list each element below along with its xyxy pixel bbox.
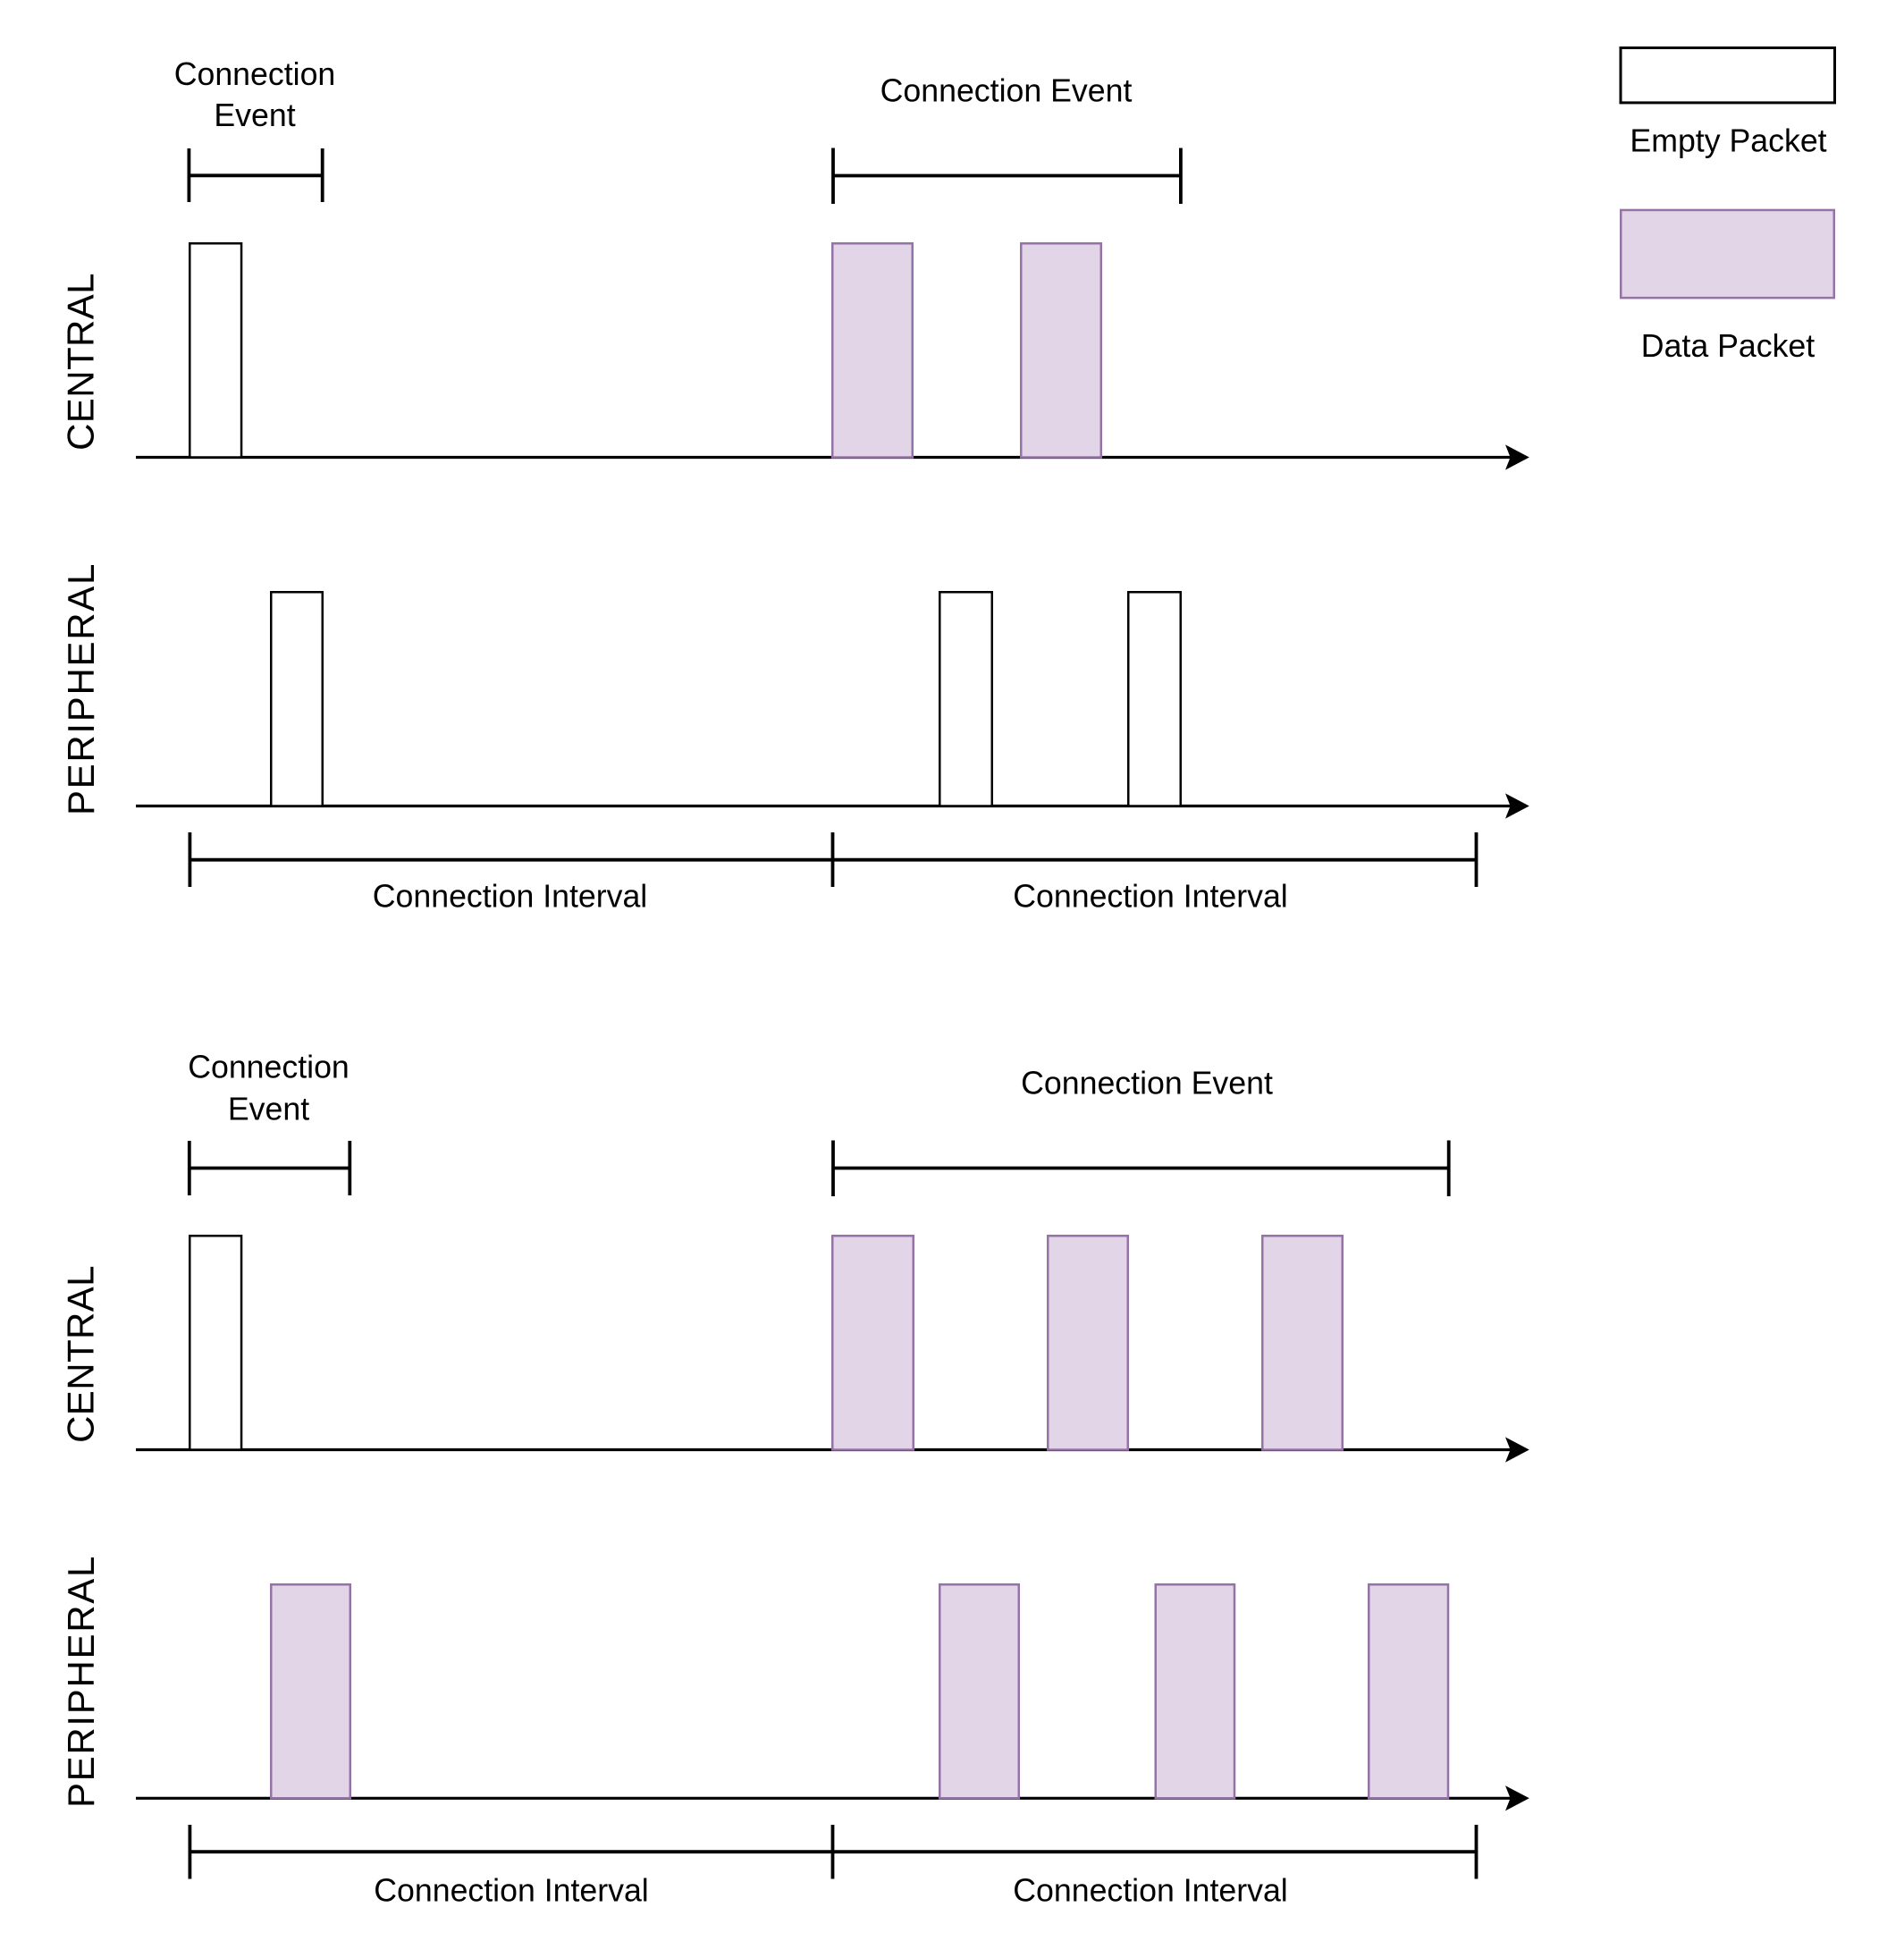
svg-text:Connection Interval: Connection Interval (374, 1873, 649, 1909)
svg-text:Event: Event (228, 1092, 309, 1127)
svg-text:Event: Event (214, 97, 295, 133)
svg-text:Connection Interval: Connection Interval (1013, 879, 1288, 915)
svg-text:PERIPHERAL: PERIPHERAL (60, 562, 102, 815)
svg-text:Data Packet: Data Packet (1641, 328, 1815, 364)
svg-text:Connection: Connection (188, 1050, 350, 1085)
svg-text:CENTRAL: CENTRAL (60, 273, 102, 451)
svg-text:Connection Interval: Connection Interval (373, 879, 648, 915)
svg-text:Connection Interval: Connection Interval (1013, 1873, 1288, 1909)
svg-text:Connection Event: Connection Event (1021, 1066, 1273, 1101)
svg-text:PERIPHERAL: PERIPHERAL (60, 1555, 102, 1808)
svg-text:CENTRAL: CENTRAL (60, 1265, 102, 1443)
svg-text:Connection: Connection (174, 56, 336, 92)
svg-text:Connection Event: Connection Event (880, 73, 1133, 109)
svg-text:Empty Packet: Empty Packet (1630, 123, 1826, 159)
